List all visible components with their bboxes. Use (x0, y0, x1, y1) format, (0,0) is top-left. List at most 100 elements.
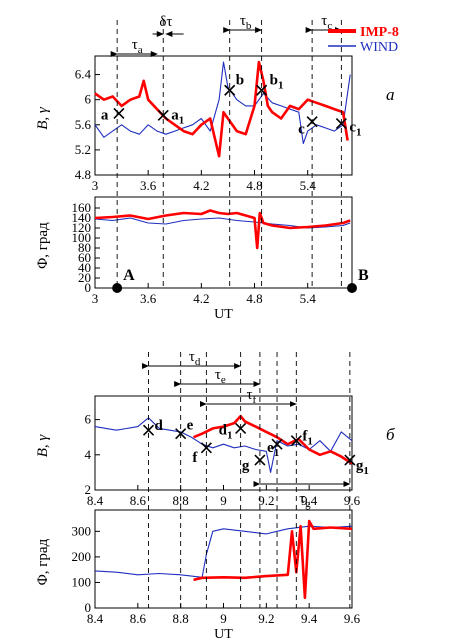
point-5-cross (335, 117, 347, 130)
x-tick-label: 9.6 (344, 493, 361, 508)
point-3-cross (256, 84, 268, 96)
interval-e-label: τe (215, 367, 226, 386)
point-4-cross (306, 116, 318, 128)
plot-frame (94, 55, 353, 176)
series-imp8 (193, 414, 353, 465)
point-b-7-cross (344, 454, 356, 466)
x-tick-label: 8.6 (130, 611, 147, 626)
y-tick-label: 200 (72, 549, 92, 564)
x-axis-label: UT (214, 307, 233, 322)
event-label-A: A (123, 267, 135, 284)
y-tick-label: 6 (85, 92, 92, 107)
interval-c-label: τc (321, 13, 332, 32)
interval-f-label: τf (246, 387, 256, 406)
y-tick-label: 100 (72, 230, 92, 245)
x-tick-label: 9.2 (258, 611, 274, 626)
x-tick-label: 9 (220, 611, 227, 626)
legend-wind-label: WIND (360, 40, 398, 55)
point-0-label: a (101, 107, 109, 123)
series-wind (94, 525, 353, 578)
y-tick-label: 5.6 (75, 117, 92, 132)
x-tick-label: 9 (220, 493, 227, 508)
y-tick-label: 160 (72, 200, 92, 215)
x-tick-label: 5.4 (300, 178, 317, 193)
point-5-label: c1 (349, 120, 361, 139)
point-1-cross (157, 109, 169, 121)
point-3-label: b1 (270, 72, 284, 91)
interval-b-label: τb (240, 13, 252, 32)
x-tick-label: 9.2 (258, 493, 274, 508)
point-4-label: c (298, 122, 305, 138)
point-b-2-label: f (192, 450, 198, 466)
x-tick-label: 4.8 (246, 178, 262, 193)
point-b-0-cross (142, 424, 155, 436)
event-dot-A (112, 283, 123, 293)
panel-label: а (386, 85, 395, 104)
point-b-7-label: g1 (356, 458, 369, 477)
x-tick-label: 8.4 (87, 493, 104, 508)
legend-imp8-label: IMP-8 (360, 25, 399, 40)
point-b-4-label: g (242, 458, 250, 474)
y-tick-label: 4 (85, 447, 92, 462)
point-b-2-cross (200, 442, 212, 454)
x-tick-label: 9.6 (344, 611, 361, 626)
y-tick-label: 6.4 (75, 67, 92, 82)
y-axis-label: B, γ (35, 434, 51, 458)
point-b-5-cross (271, 438, 283, 450)
panel-a-top: 4.8 5.2 5.6 6 6.4 3 3.6 4.2 4.8 5.4 B, γ а (35, 55, 395, 193)
point-b-6-label: f1 (302, 429, 313, 448)
x-tick-label: 8.6 (130, 493, 147, 508)
point-b-4-cross (254, 454, 266, 466)
y-tick-label: 300 (72, 523, 92, 538)
series-imp8 (94, 209, 351, 250)
point-0-cross (113, 107, 125, 120)
series-imp8 (193, 519, 353, 600)
y-tick-label: 0 (85, 600, 92, 615)
x-tick-label: 4.2 (193, 178, 209, 193)
x-tick-label: 9.4 (301, 493, 318, 508)
event-label-B: B (358, 267, 369, 284)
x-tick-label: 5.4 (300, 291, 317, 306)
y-tick-label: 80 (78, 240, 91, 255)
y-tick-label: 20 (78, 270, 91, 285)
x-tick-label: 3.6 (140, 291, 157, 306)
interval-a-label: τa (132, 37, 143, 56)
panel-label: б (386, 425, 395, 444)
y-tick-label: 6 (85, 412, 92, 427)
series-imp8 (94, 60, 349, 158)
y-axis-label: B, γ (35, 106, 51, 130)
y-tick-label: 100 (72, 574, 92, 589)
y-tick-label: 120 (72, 220, 92, 235)
point-b-0-label: d (155, 418, 164, 434)
interval-delta-label: δτ (159, 14, 172, 30)
y-tick-label: 140 (72, 210, 92, 225)
point-2-label: b (236, 72, 244, 88)
x-tick-label: 3.6 (140, 178, 157, 193)
event-dot-B (347, 283, 357, 293)
y-tick-label: 2 (85, 482, 92, 497)
x-tick-label: 4.2 (193, 291, 209, 306)
series-wind (94, 417, 353, 473)
interval-d-label: τd (189, 349, 201, 368)
x-tick-label: 4.8 (246, 291, 262, 306)
x-tick-label: 8.4 (87, 611, 104, 626)
plot-frame (94, 196, 353, 289)
plot-frame (94, 509, 353, 609)
x-tick-label: 8.8 (173, 611, 189, 626)
plot-frame (94, 395, 353, 491)
y-tick-label: 40 (78, 260, 91, 275)
y-axis-label: Φ, град (35, 538, 51, 585)
point-2-cross (224, 84, 236, 96)
point-b-3-cross (235, 422, 247, 434)
panel-b-bottom: 0 100 200 300 8.4 8.6 8.8 9 9.2 9.4 9.6 Φ, град UT (35, 509, 361, 642)
point-b-1-cross (175, 428, 187, 440)
x-tick-label: 9.4 (301, 611, 318, 626)
x-tick-label: 3 (92, 291, 99, 306)
point-b-6-cross (290, 435, 302, 447)
point-b-1-label: e (187, 418, 194, 434)
x-axis-label: UT (214, 627, 233, 642)
